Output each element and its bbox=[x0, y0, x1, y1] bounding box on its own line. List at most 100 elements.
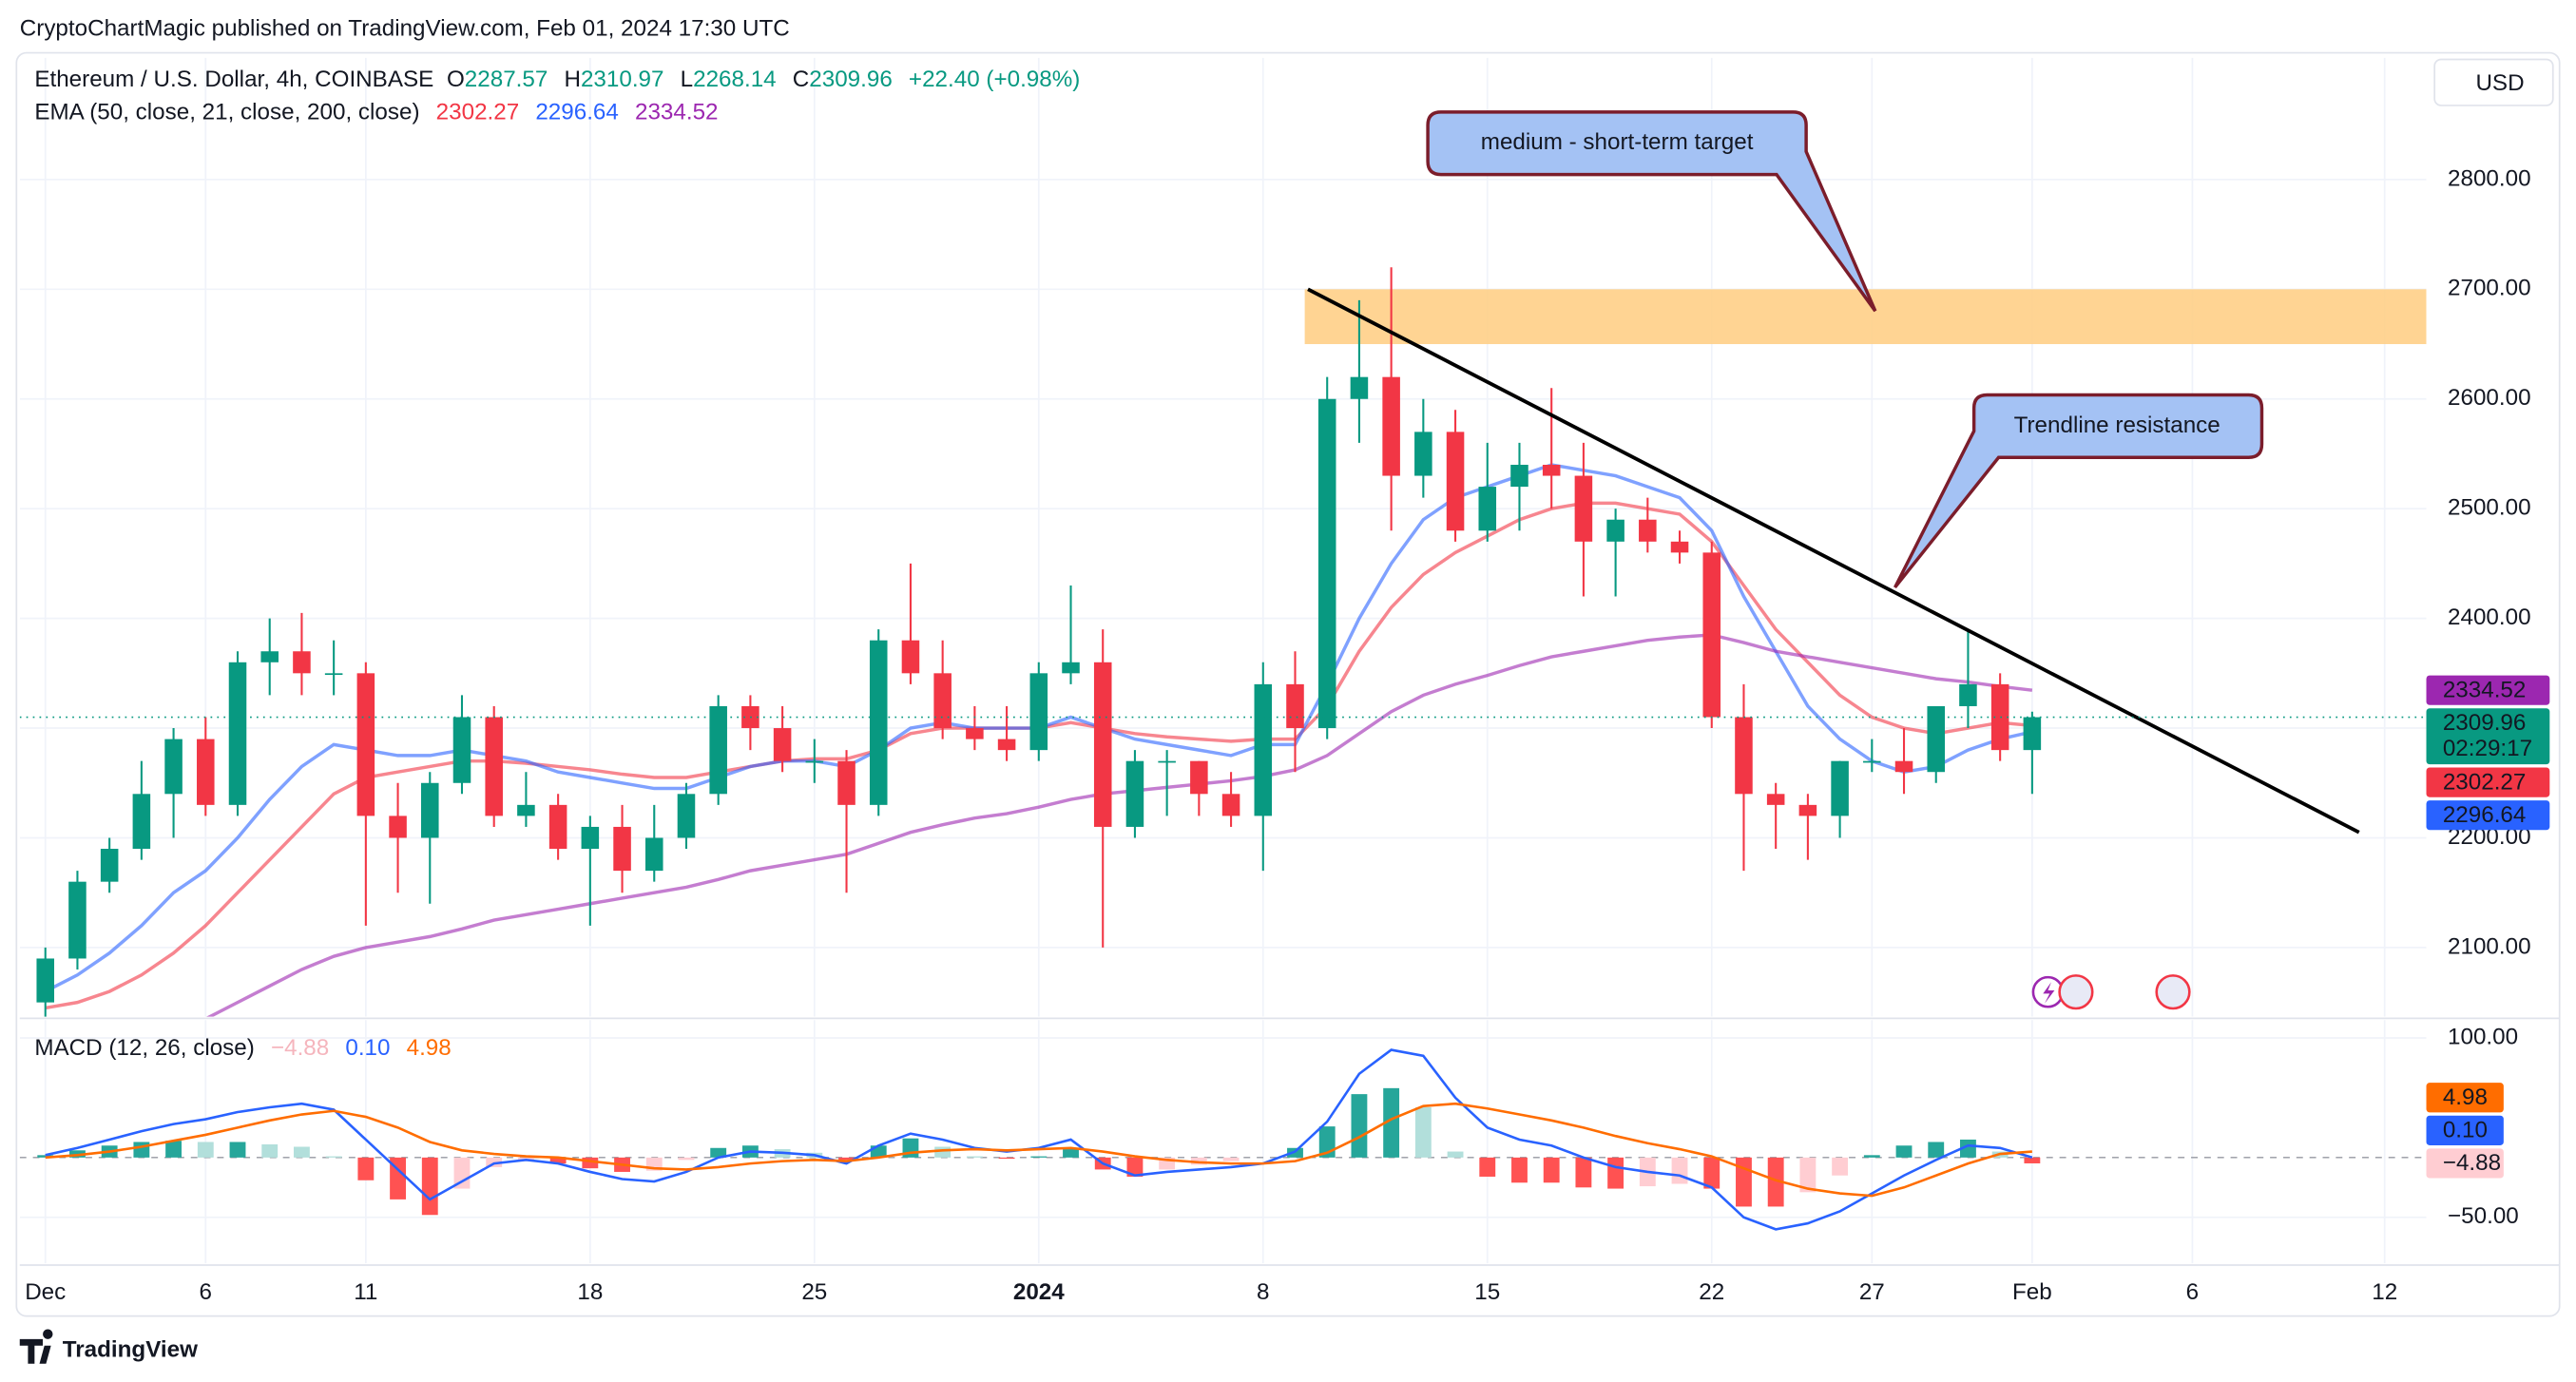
flag-icon[interactable] bbox=[2155, 974, 2191, 1010]
histogram-bar bbox=[1671, 1157, 1688, 1184]
histogram-bar bbox=[1222, 1157, 1240, 1161]
price-badge-label: 2302.27 bbox=[2443, 769, 2527, 795]
y-tick-label: −50.00 bbox=[2448, 1203, 2519, 1229]
currency[interactable]: USD bbox=[2475, 70, 2524, 96]
currency-button[interactable] bbox=[2433, 58, 2554, 106]
y-tick-label: 2500.00 bbox=[2448, 495, 2531, 521]
histogram-bar bbox=[357, 1157, 375, 1180]
candle-body bbox=[1927, 705, 1946, 773]
overlay: USD Ethereum / U.S. Dollar, 4h, COINBASE… bbox=[19, 58, 2560, 1364]
candle-body bbox=[421, 782, 439, 838]
macd-legend: MACD (12, 26, close) −4.88 0.10 4.98 bbox=[34, 1036, 451, 1062]
histogram-bar bbox=[549, 1157, 567, 1164]
histogram-bar bbox=[1928, 1142, 1945, 1158]
candle-body bbox=[1350, 376, 1369, 399]
lightning-icon bbox=[2043, 982, 2055, 1004]
symbol-title: Ethereum / U.S. Dollar, 4h, COINBASE bbox=[34, 67, 433, 92]
histogram-bar bbox=[1703, 1157, 1721, 1189]
histogram-bar bbox=[1960, 1139, 1976, 1158]
candle-body bbox=[1831, 760, 1849, 816]
candle-body bbox=[1574, 475, 1593, 542]
callout bbox=[1426, 110, 1877, 313]
histogram-bar bbox=[165, 1141, 183, 1158]
candle-body bbox=[805, 760, 824, 763]
histogram-bar bbox=[325, 1156, 342, 1158]
candle-body bbox=[197, 739, 215, 805]
histogram-bar bbox=[934, 1146, 952, 1158]
histogram-bar bbox=[453, 1157, 471, 1189]
countdown: 02:29:17 bbox=[2443, 736, 2532, 761]
macd-badge-label: 4.98 bbox=[2443, 1084, 2488, 1110]
x-tick-label: 6 bbox=[2186, 1279, 2199, 1305]
histogram-bar bbox=[1863, 1155, 1880, 1158]
candle-body bbox=[901, 640, 920, 674]
candle-body bbox=[1446, 432, 1465, 531]
candle-body bbox=[100, 849, 119, 882]
brand-logo bbox=[19, 1329, 53, 1364]
candle-body bbox=[1286, 683, 1304, 729]
y-tick-label: 2800.00 bbox=[2448, 165, 2531, 191]
ohlc-value: 2287.57 bbox=[465, 67, 548, 92]
x-tick-label: 8 bbox=[1257, 1279, 1269, 1305]
histogram-bar bbox=[1543, 1157, 1560, 1183]
ema-legend: EMA (50, close, 21, close, 200, close) 2… bbox=[34, 100, 718, 125]
candle-body bbox=[1894, 760, 1913, 773]
histogram-bar bbox=[1575, 1157, 1592, 1188]
x-tick-label: 12 bbox=[2372, 1279, 2397, 1305]
histogram-bar bbox=[1511, 1157, 1528, 1183]
ohlc-label: L bbox=[681, 67, 693, 92]
candle-body bbox=[1478, 487, 1497, 531]
histogram-bar bbox=[582, 1157, 599, 1169]
candle-body bbox=[1125, 760, 1144, 827]
ohlc-value: 2268.14 bbox=[693, 67, 777, 92]
x-tick-label: 2024 bbox=[1013, 1279, 1065, 1305]
histogram-bar bbox=[1414, 1106, 1432, 1158]
ema-value: 2302.27 bbox=[436, 100, 520, 125]
candle-body bbox=[773, 728, 792, 761]
macd-value: 0.10 bbox=[345, 1036, 390, 1062]
histogram-bar bbox=[1832, 1157, 1849, 1176]
histogram-bar bbox=[294, 1146, 310, 1158]
histogram-bar bbox=[261, 1143, 279, 1158]
callout-text: Trendline resistance bbox=[2014, 413, 2220, 438]
x-tick-label: Dec bbox=[25, 1279, 66, 1305]
candle-body bbox=[613, 826, 631, 872]
macd-value: −4.88 bbox=[271, 1036, 329, 1062]
candle-body bbox=[1029, 673, 1048, 751]
candle-body bbox=[1990, 683, 2009, 751]
publisher-header: CryptoChartMagic published on TradingVie… bbox=[20, 16, 790, 42]
flag-icon[interactable] bbox=[2058, 974, 2094, 1010]
histogram-bar bbox=[1479, 1157, 1496, 1177]
histogram-bar bbox=[1126, 1157, 1144, 1177]
candle-body bbox=[997, 739, 1016, 751]
macd-pane bbox=[19, 1020, 2427, 1264]
ohlc-label: C bbox=[793, 67, 810, 92]
histogram-bar bbox=[229, 1142, 246, 1158]
price-pane bbox=[19, 57, 2427, 1017]
price-badge bbox=[2426, 800, 2550, 831]
y-tick-label: 100.00 bbox=[2448, 1024, 2518, 1049]
histogram-bar bbox=[1447, 1151, 1464, 1158]
histogram-bar bbox=[197, 1142, 214, 1158]
histogram-bar bbox=[1351, 1094, 1368, 1158]
ohlc-value: 2309.96 bbox=[809, 67, 893, 92]
histogram-bar bbox=[1767, 1157, 1784, 1207]
histogram-bar bbox=[998, 1157, 1015, 1160]
ohlc-value: 2310.97 bbox=[581, 67, 664, 92]
candle-body bbox=[1317, 398, 1336, 729]
candle-body bbox=[1863, 760, 1881, 763]
macd-badge bbox=[2426, 1083, 2504, 1113]
histogram-bar bbox=[710, 1147, 727, 1158]
candle-body bbox=[1382, 376, 1400, 476]
candle-body bbox=[2023, 717, 2042, 751]
trendline bbox=[1307, 287, 2360, 835]
histogram-bar bbox=[1383, 1087, 1400, 1158]
macd-badge bbox=[2426, 1148, 2504, 1179]
candle-body bbox=[837, 760, 855, 805]
macd-value: 4.98 bbox=[407, 1036, 452, 1062]
x-tick-label: Feb bbox=[2012, 1279, 2052, 1305]
x-tick-label: 6 bbox=[200, 1279, 212, 1305]
candle-body bbox=[581, 826, 600, 850]
chart-layer: Dec 6 11 18 25 2024 8 15 22 27 Feb 6 122100.002200.0… bbox=[19, 57, 2531, 1305]
